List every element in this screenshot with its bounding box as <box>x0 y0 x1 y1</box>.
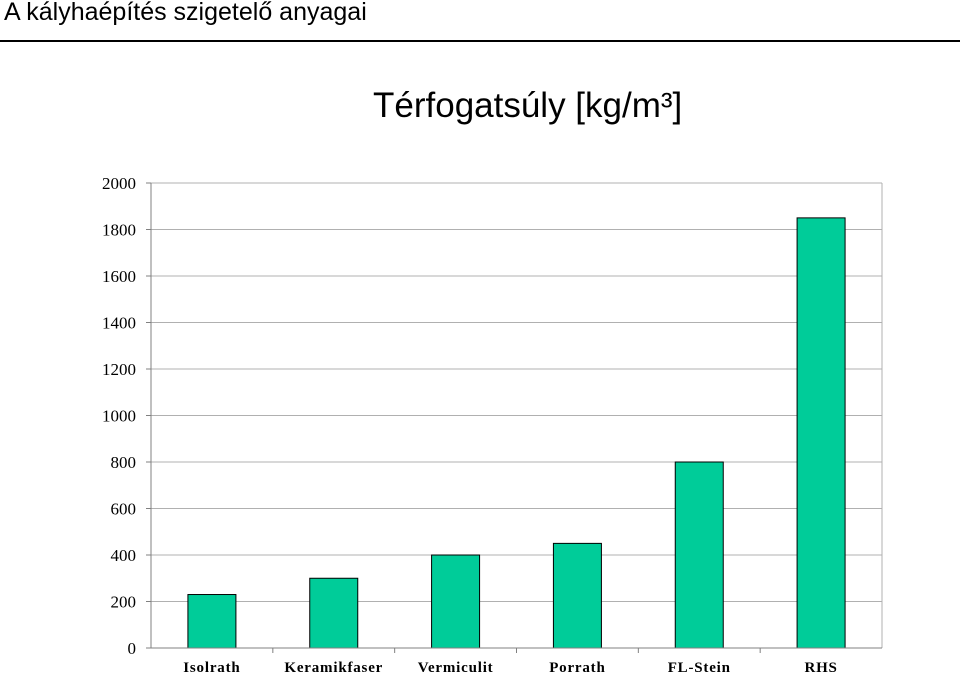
bar-porrath <box>552 542 602 649</box>
chart-title: Térfogatsúly [kg/m³] <box>373 86 683 125</box>
x-axis-labels: Isolrath Keramikfaser Vermiculit Porrath FL-… <box>183 660 837 674</box>
title-divider <box>0 40 960 42</box>
grid-lines <box>151 182 882 602</box>
x-tick-label: Isolrath <box>183 660 240 674</box>
page-title: A kályhaépítés szigetelő anyagai <box>4 0 367 26</box>
y-tick-label: 1800 <box>102 221 136 240</box>
y-tick-label: 800 <box>111 453 137 472</box>
bars <box>187 217 846 653</box>
y-tick-label: 1200 <box>102 360 136 379</box>
y-tick-label: 0 <box>128 639 137 658</box>
y-tick-label: 1000 <box>102 407 136 426</box>
y-tick-label: 2000 <box>102 174 136 193</box>
x-tick-label: Porrath <box>549 660 605 674</box>
y-tick-label: 1400 <box>102 314 136 333</box>
x-tick-label: Vermiculit <box>418 660 494 674</box>
bar-keramikfaser <box>309 577 359 649</box>
bar-vermiculit <box>431 554 481 649</box>
bar-isolrath <box>187 594 237 649</box>
bar-rhs <box>796 217 846 649</box>
axes <box>150 183 883 649</box>
y-tick-label: 200 <box>111 593 137 612</box>
x-tick-label: FL-Stein <box>668 660 731 674</box>
x-tick-label: RHS <box>804 660 837 674</box>
x-tick-label: Keramikfaser <box>284 660 383 674</box>
bar-fl-stein <box>674 461 724 649</box>
y-tick-label: 600 <box>111 500 137 519</box>
y-axis-ticks: 0 200 400 600 800 1000 1200 1400 1600 1800 2000 <box>102 174 151 658</box>
y-tick-label: 1600 <box>102 267 136 286</box>
y-tick-label: 400 <box>111 546 137 565</box>
